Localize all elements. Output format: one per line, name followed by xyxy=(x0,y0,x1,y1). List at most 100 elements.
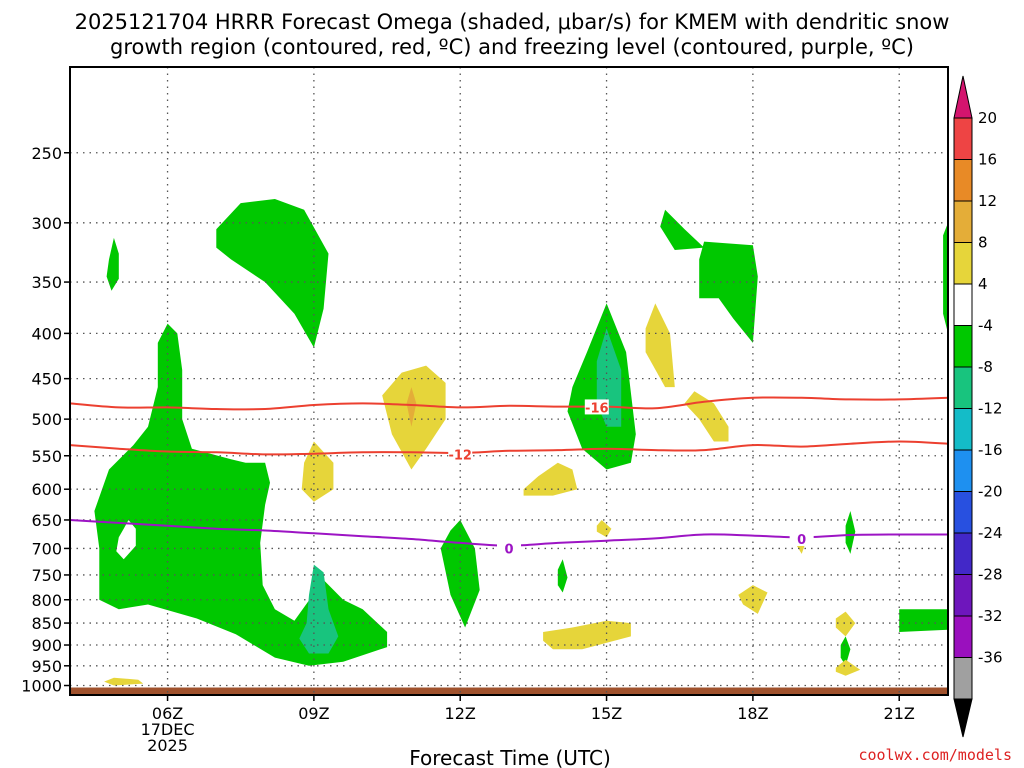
x-tick-label-6-1: 17DEC xyxy=(141,720,195,739)
colorbar-bin-7 xyxy=(953,408,973,451)
colorbar-label-12: -32 xyxy=(978,607,1003,625)
omega-region-8 xyxy=(557,559,568,593)
colorbar-bin-3 xyxy=(953,242,973,285)
y-tick-label-900: 900 xyxy=(31,636,62,655)
x-tick-label-18-0: 18Z xyxy=(737,704,768,723)
y-tick-label-500: 500 xyxy=(31,410,62,429)
omega-region-10 xyxy=(899,609,948,632)
omega-region-7 xyxy=(943,222,948,334)
x-tick-label-9-0: 09Z xyxy=(298,704,329,723)
colorbar-label-7: -12 xyxy=(978,400,1003,418)
x-axis-label: Forecast Time (UTC) xyxy=(409,746,611,768)
colorbar-bin-11 xyxy=(953,574,973,617)
colorbar-label-10: -24 xyxy=(978,524,1003,542)
omega-region-26 xyxy=(299,564,339,654)
y-tick-label-350: 350 xyxy=(31,273,62,292)
colorbar-label-3: 8 xyxy=(978,234,988,252)
dgz-contour-m12-label-bg-0 xyxy=(448,446,473,462)
x-tick-label-6-2: 2025 xyxy=(147,736,188,755)
omega-region-24 xyxy=(406,387,417,427)
colorbar-bin-13 xyxy=(953,657,973,700)
y-tick-label-800: 800 xyxy=(31,591,62,610)
colorbar-label-9: -20 xyxy=(978,483,1003,501)
colorbar-bin-12 xyxy=(953,615,973,658)
colorbar-top-arrow xyxy=(953,75,973,119)
x-tick-label-21-0: 21Z xyxy=(884,704,915,723)
colorbar-bin-1 xyxy=(953,159,973,202)
colorbar-label-2: 12 xyxy=(978,192,997,210)
omega-region-14 xyxy=(645,303,675,388)
omega-region-16 xyxy=(523,462,578,496)
freezing-level-label-0: 0 xyxy=(504,542,513,557)
x-tick-label-12-0: 12Z xyxy=(445,704,476,723)
ground-surface xyxy=(70,687,948,695)
omega-colorbar: 20 16 12 8 4 -4 -8 -12 -16 -20 -24 -28 -32 -36 xyxy=(953,75,1003,738)
y-tick-label-400: 400 xyxy=(31,324,62,343)
y-tick-label-600: 600 xyxy=(31,480,62,499)
freezing-level-label-bg-1 xyxy=(789,530,814,546)
pressure-gridlines xyxy=(70,67,948,695)
colorbar-label-1: 16 xyxy=(978,151,997,169)
x-tick-label-6-0: 06Z xyxy=(152,704,183,723)
freezing-level-label-1: 0 xyxy=(797,533,806,548)
y-tick-label-750: 750 xyxy=(31,566,62,585)
colorbar-bin-8 xyxy=(953,449,973,492)
omega-region-11 xyxy=(840,636,851,666)
colorbar-label-5: -4 xyxy=(978,317,993,335)
dgz-contour-m16-label-bg-0 xyxy=(584,399,609,415)
y-tick-label-550: 550 xyxy=(31,447,62,466)
omega-region-15 xyxy=(684,391,729,442)
dgz-contour-m16-line xyxy=(70,396,948,411)
x-tick-label-15-0: 15Z xyxy=(591,704,622,723)
omega-region-21 xyxy=(543,620,631,650)
dgz-contour-m12-label-0: -12 xyxy=(448,448,472,463)
dgz-contour-m16-label-0: -16 xyxy=(585,401,609,416)
dgz-contour-m12-line xyxy=(70,440,948,456)
plot-frame xyxy=(69,66,949,696)
y-tick-label-650: 650 xyxy=(31,511,62,530)
omega-region-20 xyxy=(835,611,856,637)
omega-region-5 xyxy=(660,209,705,250)
omega-region-23 xyxy=(104,677,144,686)
colorbar-bin-6 xyxy=(953,366,973,409)
omega-shading xyxy=(94,199,948,686)
colorbar-bin-2 xyxy=(953,200,973,243)
colorbar-bin-5 xyxy=(953,325,973,368)
omega-region-27 xyxy=(116,520,136,560)
omega-region-12 xyxy=(382,365,446,470)
omega-region-3 xyxy=(440,520,480,628)
chart-title-line-1: 2025121704 HRRR Forecast Omega (shaded, … xyxy=(75,10,950,34)
colorbar-label-11: -28 xyxy=(978,566,1003,584)
colorbar-label-4: 4 xyxy=(978,275,988,293)
y-tick-label-950: 950 xyxy=(31,657,62,676)
omega-region-13 xyxy=(301,441,334,502)
omega-region-22 xyxy=(835,659,861,676)
pressure-axis: 250 300 350 400 450 500 550 600 650 700 750 800 850 9… xyxy=(21,144,70,696)
omega-region-17 xyxy=(596,520,612,538)
colorbar-label-13: -36 xyxy=(978,649,1003,667)
omega-region-0 xyxy=(106,237,119,291)
colorbar-bottom-arrow xyxy=(953,698,973,738)
omega-region-1 xyxy=(216,199,329,348)
omega-region-6 xyxy=(699,241,758,343)
colorbar-label-0: 20 xyxy=(978,109,997,127)
y-tick-label-300: 300 xyxy=(31,214,62,233)
freezing-level-label-bg-0 xyxy=(497,540,521,556)
y-tick-label-250: 250 xyxy=(31,144,62,163)
credit-text: coolwx.com/models xyxy=(858,746,1012,764)
temperature-contours: -16 -12 0 0 xyxy=(70,396,948,557)
omega-region-2 xyxy=(94,323,388,666)
colorbar-bin-0 xyxy=(953,117,973,160)
colorbar-bin-9 xyxy=(953,491,973,534)
colorbar-bin-4 xyxy=(953,283,973,326)
omega-region-9 xyxy=(845,511,856,554)
y-tick-label-450: 450 xyxy=(31,370,62,389)
y-tick-label-1000: 1000 xyxy=(21,677,62,696)
chart-title-line-2: growth region (contoured, red, ºC) and f… xyxy=(110,35,914,59)
colorbar-label-8: -16 xyxy=(978,441,1003,459)
y-tick-label-850: 850 xyxy=(31,614,62,633)
y-tick-label-700: 700 xyxy=(31,539,62,558)
colorbar-label-6: -8 xyxy=(978,358,993,376)
